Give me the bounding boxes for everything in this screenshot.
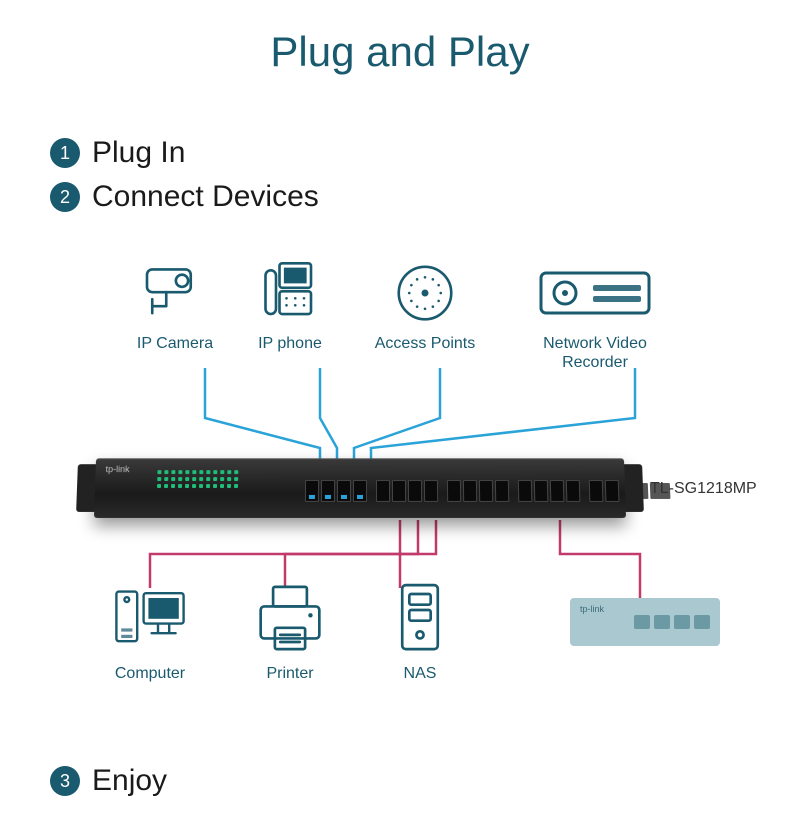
computer-label: Computer xyxy=(110,664,190,683)
step-label-3: Enjoy xyxy=(92,764,167,798)
ip-camera-device: IP Camera xyxy=(130,258,220,353)
network-switch: tp-link xyxy=(94,458,626,518)
step-number-2: 2 xyxy=(50,182,80,212)
access-point-device: Access Points xyxy=(370,258,480,353)
nas-device: NAS xyxy=(380,578,460,683)
step-2: 2 Connect Devices xyxy=(50,180,800,214)
nvr-label: Network VideoRecorder xyxy=(530,334,660,372)
step-number-1: 1 xyxy=(50,138,80,168)
ip-phone-icon xyxy=(255,258,325,328)
switch-ports xyxy=(305,480,677,502)
switch-led-grid xyxy=(157,470,238,488)
step-label-2: Connect Devices xyxy=(92,180,319,214)
nvr-device: Network VideoRecorder xyxy=(530,258,660,372)
ip-phone-device: IP phone xyxy=(250,258,330,353)
router-icon: tp-link xyxy=(570,598,720,646)
access-point-icon xyxy=(390,258,460,328)
ip-camera-icon xyxy=(140,258,210,328)
step-3: 3 Enjoy xyxy=(50,764,167,798)
connection-diagram: IP Camera IP phone Access Points Network Vi… xyxy=(0,258,800,738)
step-1: 1 Plug In xyxy=(50,136,800,170)
page-title: Plug and Play xyxy=(0,28,800,76)
computer-device: Computer xyxy=(110,578,190,683)
ip-phone-label: IP phone xyxy=(250,334,330,353)
access-point-label: Access Points xyxy=(370,334,480,353)
computer-icon xyxy=(110,578,190,658)
switch-model-label: TL-SG1218MP xyxy=(650,480,757,498)
nvr-icon xyxy=(535,258,655,328)
router-device: tp-linkRouter xyxy=(570,598,618,625)
switch-brand-label: tp-link xyxy=(105,464,129,474)
printer-label: Printer xyxy=(250,664,330,683)
ip-camera-label: IP Camera xyxy=(130,334,220,353)
nas-label: NAS xyxy=(380,664,460,683)
nas-icon xyxy=(380,578,460,658)
printer-icon xyxy=(250,578,330,658)
printer-device: Printer xyxy=(250,578,330,683)
step-label-1: Plug In xyxy=(92,136,185,170)
step-number-3: 3 xyxy=(50,766,80,796)
